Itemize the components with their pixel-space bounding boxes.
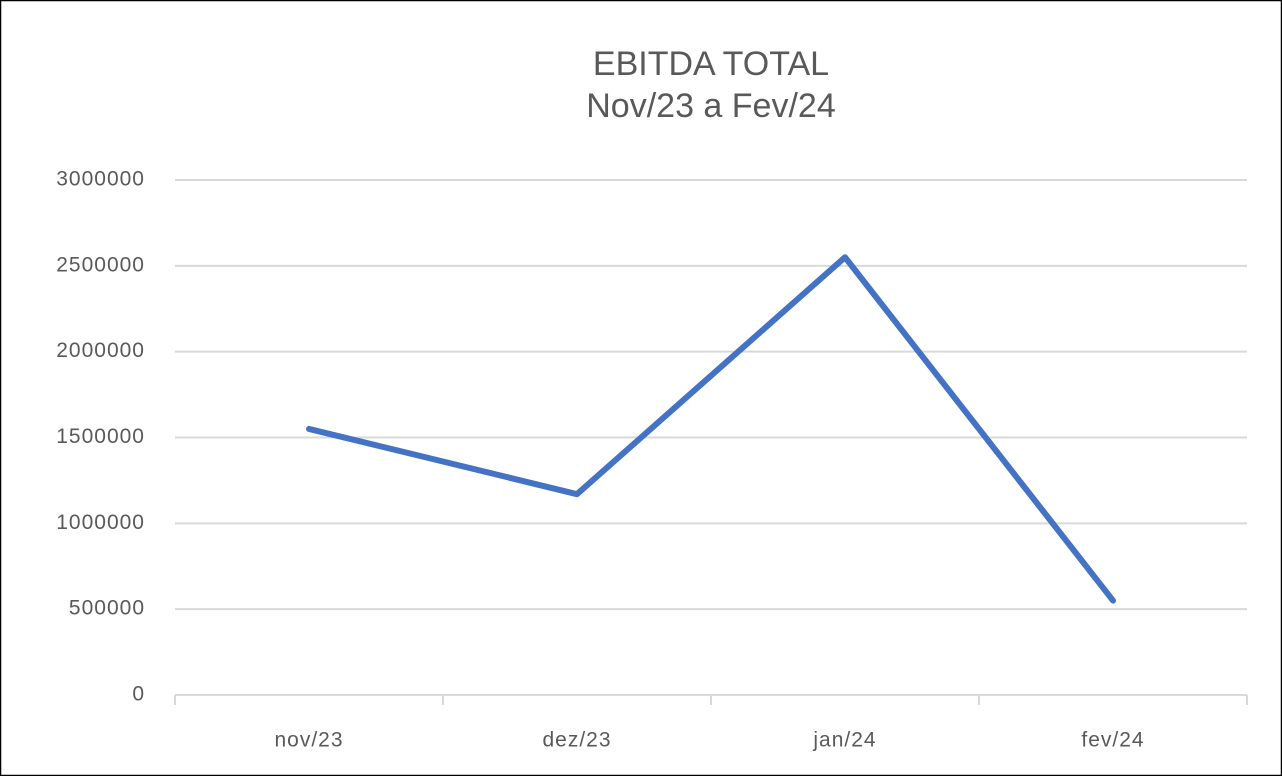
y-tick-label: 3000000 <box>56 168 145 191</box>
x-tick-label: dez/23 <box>542 729 611 752</box>
y-tick-label: 2500000 <box>56 253 145 276</box>
x-tick-label: fev/24 <box>1081 729 1144 752</box>
x-tick-label: nov/23 <box>274 729 343 752</box>
data-line <box>306 254 1116 604</box>
x-tick-label: jan/24 <box>812 729 876 752</box>
y-tick-label: 2000000 <box>56 339 145 362</box>
y-tick-label: 500000 <box>69 597 145 620</box>
y-tick-label: 1000000 <box>56 511 145 534</box>
y-tick-label: 1500000 <box>56 425 145 448</box>
chart-subtitle: Nov/23 a Fev/24 <box>586 87 835 125</box>
chart-title: EBITDA TOTAL <box>593 45 829 83</box>
y-tick-label: 0 <box>132 683 145 706</box>
